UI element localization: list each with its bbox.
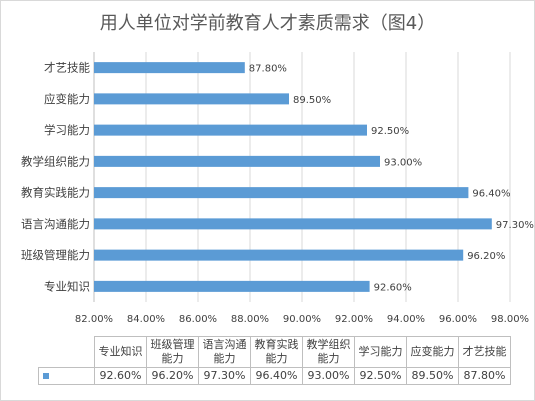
bar bbox=[94, 62, 245, 74]
category-label: 班级管理能力 bbox=[21, 248, 90, 262]
data-table-header: 教育实践 能力 bbox=[250, 336, 303, 368]
data-table-value: 97.30% bbox=[198, 366, 251, 385]
data-table-value: 89.50% bbox=[406, 366, 459, 385]
value-label: 93.00% bbox=[384, 157, 422, 168]
data-table-header: 学习能力 bbox=[354, 336, 407, 368]
bar bbox=[94, 93, 289, 105]
data-table-value: 96.20% bbox=[146, 366, 199, 385]
bar bbox=[94, 280, 370, 292]
data-table-header: 班级管理 能力 bbox=[146, 336, 199, 368]
value-label: 97.30% bbox=[496, 220, 534, 231]
x-tick-label: 90.00% bbox=[283, 314, 321, 325]
data-table-header: 专业知识 bbox=[94, 336, 147, 368]
x-tick-label: 98.00% bbox=[491, 314, 529, 325]
category-label: 教学组织能力 bbox=[21, 154, 90, 168]
x-tick-label: 92.00% bbox=[335, 314, 373, 325]
bar bbox=[94, 218, 492, 230]
bar bbox=[94, 155, 380, 167]
value-label: 96.40% bbox=[472, 189, 510, 200]
category-label: 教育实践能力 bbox=[21, 186, 90, 200]
legend-key-cell bbox=[38, 366, 95, 385]
value-label: 96.20% bbox=[467, 251, 505, 262]
category-label: 语言沟通能力 bbox=[21, 217, 90, 231]
data-table-value: 87.80% bbox=[458, 366, 511, 385]
legend-key bbox=[43, 372, 49, 379]
category-label: 学习能力 bbox=[44, 123, 90, 137]
x-tick-label: 84.00% bbox=[127, 314, 165, 325]
bar bbox=[94, 124, 367, 136]
bar bbox=[94, 187, 469, 199]
chart-title: 用人单位对学前教育人才素质需求（图4） bbox=[99, 13, 436, 34]
data-table-header: 教学组织 能力 bbox=[302, 336, 355, 368]
data-table-header: 才艺技能 bbox=[458, 336, 511, 368]
data-table-value: 92.60% bbox=[94, 366, 147, 385]
x-tick-label: 94.00% bbox=[387, 314, 425, 325]
value-label: 92.60% bbox=[374, 282, 412, 293]
x-tick-label: 86.00% bbox=[179, 314, 217, 325]
bar bbox=[94, 249, 464, 261]
category-label: 才艺技能 bbox=[44, 61, 90, 75]
data-table: 专业知识 班级管理 能力 语言沟通 能力 教育实践 能力 教学组织 能力 学习能力 应变能力 才艺技能… bbox=[38, 336, 511, 385]
category-label: 应变能力 bbox=[44, 92, 90, 106]
x-tick-label: 88.00% bbox=[231, 314, 269, 325]
data-table-corner bbox=[39, 337, 95, 368]
value-label: 87.80% bbox=[249, 64, 287, 75]
value-label: 92.50% bbox=[371, 126, 409, 137]
data-table-value: 93.00% bbox=[302, 366, 355, 385]
data-table-header-row: 专业知识 班级管理 能力 语言沟通 能力 教育实践 能力 教学组织 能力 学习能力 应变能力 才艺技能 bbox=[39, 336, 511, 368]
value-label: 89.50% bbox=[293, 95, 331, 106]
data-table-value: 96.40% bbox=[250, 366, 303, 385]
x-tick-label: 96.00% bbox=[439, 314, 477, 325]
x-tick-label: 82.00% bbox=[75, 314, 113, 325]
category-label: 专业知识 bbox=[44, 279, 90, 293]
data-table-header: 语言沟通 能力 bbox=[198, 336, 251, 368]
data-table-value: 92.50% bbox=[354, 366, 407, 385]
data-table-value-row: 92.60% 96.20% 97.30% 96.40% 93.00% 92.50% 89.5… bbox=[38, 366, 511, 385]
data-table-header: 应变能力 bbox=[406, 336, 459, 368]
